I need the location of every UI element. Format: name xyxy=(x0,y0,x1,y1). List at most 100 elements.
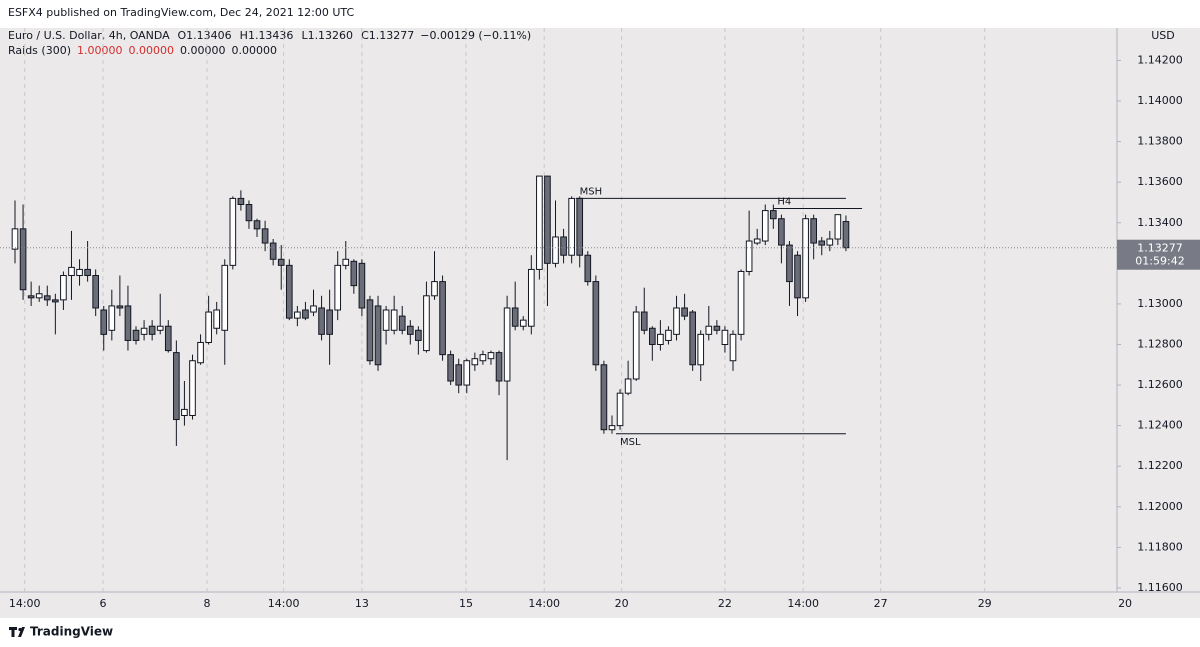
logo-dot xyxy=(18,627,22,632)
candle-body xyxy=(753,238,761,244)
y-tick-label: 1.12600 xyxy=(1137,378,1183,391)
candle-body xyxy=(665,329,672,341)
y-tick-label: 1.13800 xyxy=(1137,135,1183,148)
candle-body xyxy=(544,175,551,264)
indicator-value: 0.00000 xyxy=(180,44,226,57)
brand: TradingView xyxy=(30,625,113,639)
y-tick-label: 1.13600 xyxy=(1137,175,1183,188)
candle-body xyxy=(786,244,793,283)
candle-body xyxy=(624,378,632,394)
x-tick-label: 14:00 xyxy=(9,597,41,610)
candle-body xyxy=(519,319,527,327)
candle-body xyxy=(552,236,559,264)
x-tick-label: 20 xyxy=(615,597,629,610)
published-line: ESFX4 published on TradingView.com, Dec … xyxy=(8,6,355,19)
y-tick-label: 1.11600 xyxy=(1137,581,1183,594)
ohlc-value: O1.13406 xyxy=(178,29,232,42)
candle-body xyxy=(237,197,245,206)
candle-body xyxy=(616,392,624,427)
candle-body xyxy=(173,352,180,421)
candle-body xyxy=(439,281,446,356)
candle-body xyxy=(374,305,382,366)
candle-body xyxy=(60,275,67,301)
candle-body xyxy=(560,236,567,256)
candle-body xyxy=(84,268,91,277)
x-tick-label: 22 xyxy=(718,597,732,610)
candle-body xyxy=(382,309,390,331)
candle-body xyxy=(156,325,164,331)
candle-body xyxy=(164,325,172,352)
candle-body xyxy=(116,305,124,309)
candle-body xyxy=(608,425,616,431)
level-label: MSL xyxy=(620,437,641,448)
level-label: H4 xyxy=(777,197,791,208)
candle-body xyxy=(648,327,656,345)
candle-body xyxy=(737,270,745,335)
candle-body xyxy=(479,354,487,362)
candle-body xyxy=(810,218,817,244)
candle-body xyxy=(205,311,212,343)
change: −0.00129 (−0.11%) xyxy=(420,29,531,42)
candle-body xyxy=(245,204,253,222)
candle-body xyxy=(592,281,600,366)
candle-body xyxy=(423,295,430,352)
y-tick-label: 1.12000 xyxy=(1137,500,1183,513)
candle-body xyxy=(124,305,132,341)
currency: USD xyxy=(1151,29,1175,42)
ohlc-value: L1.13260 xyxy=(301,29,353,42)
candle-body xyxy=(100,309,108,335)
candle-body xyxy=(657,333,664,345)
candle-body xyxy=(197,341,204,364)
ohlc-value: H1.13436 xyxy=(240,29,294,42)
tradingview-logo: TradingView xyxy=(9,625,113,639)
candle-body xyxy=(19,228,27,291)
y-tick-label: 1.14000 xyxy=(1137,94,1183,107)
last-price-box xyxy=(1117,239,1200,270)
candle-body xyxy=(487,352,495,360)
price-axis-background xyxy=(1117,28,1200,618)
candle-body xyxy=(584,254,592,283)
candle-body xyxy=(431,281,438,297)
candle-body xyxy=(503,307,511,382)
candle-body xyxy=(778,218,785,246)
candle-body xyxy=(294,311,301,319)
candle-body xyxy=(729,333,737,362)
candle-body xyxy=(600,364,608,431)
candle-body xyxy=(108,305,116,331)
candle-body xyxy=(842,221,850,249)
candle-body xyxy=(681,307,688,317)
candle-body xyxy=(802,218,809,299)
last-price-label: 1.13277 xyxy=(1137,242,1183,255)
y-tick-label: 1.13000 xyxy=(1137,297,1183,310)
x-tick-label: 27 xyxy=(874,597,888,610)
candle-body xyxy=(536,175,543,270)
candle-body xyxy=(52,299,59,303)
candle-body xyxy=(92,275,100,309)
candle-body xyxy=(568,197,575,256)
level-label: MSH xyxy=(580,186,603,197)
x-tick-label: 13 xyxy=(355,597,369,610)
candle-body xyxy=(511,307,519,327)
x-tick-label: 14:00 xyxy=(268,597,300,610)
candle-body xyxy=(326,309,333,335)
symbol-legend: Euro / U.S. Dollar, 4h, OANDA O1.13406 H1.… xyxy=(8,29,531,42)
x-tick-label: 6 xyxy=(99,597,106,610)
candle-body xyxy=(342,258,350,266)
indicator-name: Raids (300) xyxy=(8,44,71,57)
candle-body xyxy=(826,238,834,246)
candle-body xyxy=(770,210,777,220)
candle-body xyxy=(471,358,479,366)
candle-body xyxy=(406,325,414,335)
candle-body xyxy=(269,242,277,260)
candle-body xyxy=(640,311,648,331)
candle-body xyxy=(761,210,769,242)
candle-body xyxy=(189,360,196,416)
candle-body xyxy=(366,299,374,362)
countdown: 01:59:42 xyxy=(1135,255,1184,268)
candle-body xyxy=(705,325,713,335)
candle-body xyxy=(27,295,35,299)
indicator-legend: Raids (300) 1.00000 0.00000 0.00000 0.00000 xyxy=(8,44,277,57)
x-tick-label: 8 xyxy=(204,597,211,610)
indicator-value: 0.00000 xyxy=(232,44,278,57)
